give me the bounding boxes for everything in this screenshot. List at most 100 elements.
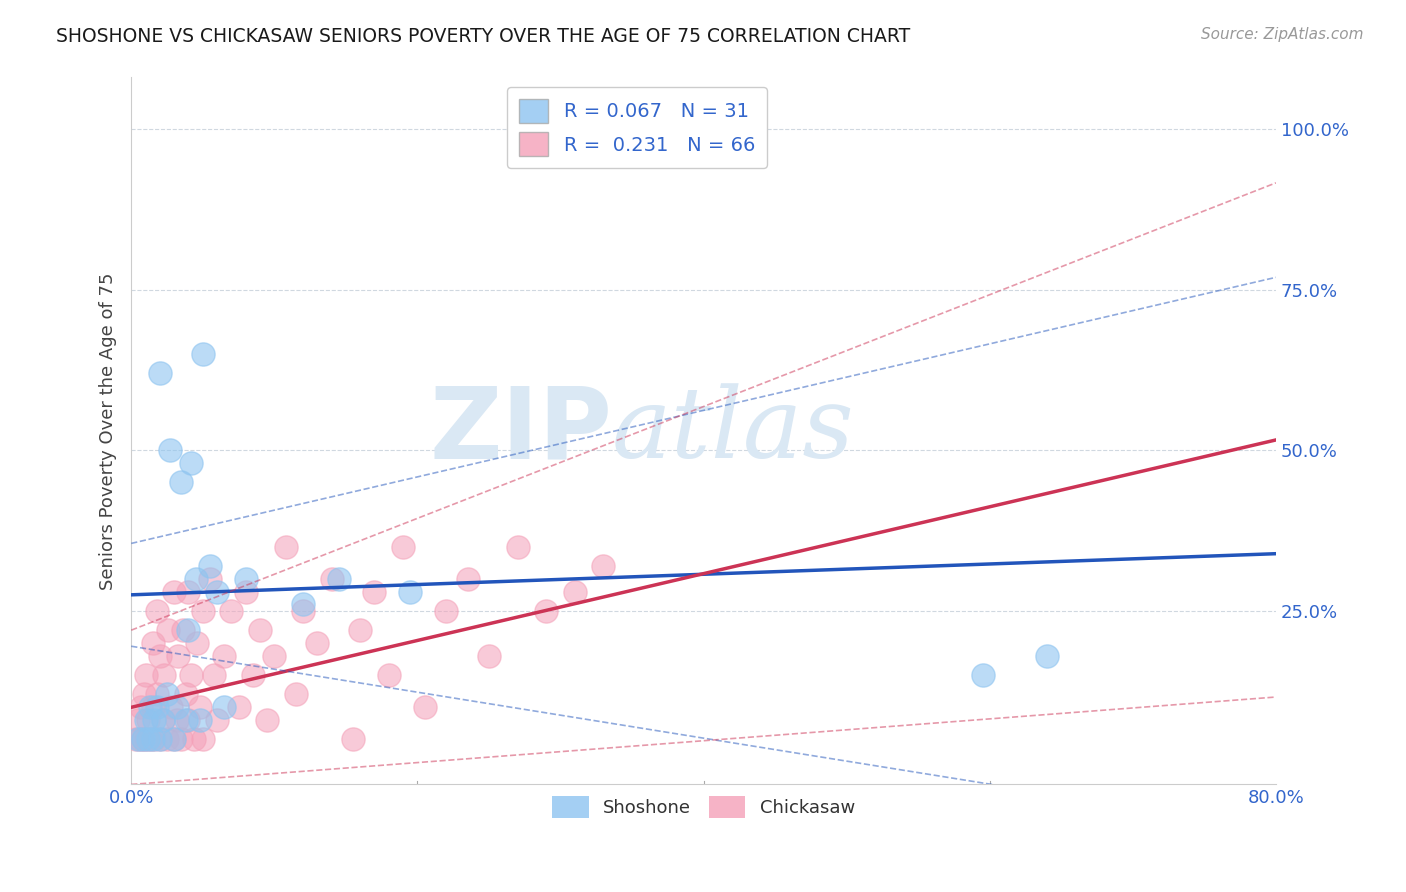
- Point: [170, 732, 193, 747]
- Point: [291, 604, 314, 618]
- Point: [284, 688, 307, 702]
- Point: [392, 540, 415, 554]
- Point: [188, 713, 211, 727]
- Legend: Shoshone, Chickasaw: Shoshone, Chickasaw: [546, 789, 862, 825]
- Point: [191, 604, 214, 618]
- Point: [263, 648, 285, 663]
- Point: [177, 584, 200, 599]
- Point: [167, 648, 190, 663]
- Point: [124, 732, 146, 747]
- Point: [972, 668, 994, 682]
- Point: [142, 636, 165, 650]
- Point: [242, 668, 264, 682]
- Point: [138, 732, 160, 747]
- Point: [328, 572, 350, 586]
- Point: [228, 700, 250, 714]
- Point: [143, 713, 166, 727]
- Point: [153, 668, 176, 682]
- Point: [166, 700, 188, 714]
- Point: [135, 732, 157, 747]
- Point: [349, 623, 371, 637]
- Point: [212, 648, 235, 663]
- Point: [157, 623, 180, 637]
- Point: [274, 540, 297, 554]
- Text: Source: ZipAtlas.com: Source: ZipAtlas.com: [1201, 27, 1364, 42]
- Point: [205, 713, 228, 727]
- Point: [363, 584, 385, 599]
- Point: [146, 604, 169, 618]
- Point: [149, 732, 172, 747]
- Point: [149, 732, 172, 747]
- Point: [131, 732, 153, 747]
- Point: [160, 700, 183, 714]
- Point: [180, 456, 202, 470]
- Point: [235, 572, 257, 586]
- Point: [149, 648, 172, 663]
- Point: [128, 732, 150, 747]
- Point: [413, 700, 436, 714]
- Point: [166, 713, 188, 727]
- Point: [198, 558, 221, 573]
- Point: [399, 584, 422, 599]
- Point: [127, 713, 149, 727]
- Point: [156, 688, 179, 702]
- Point: [146, 700, 169, 714]
- Point: [174, 688, 197, 702]
- Point: [177, 623, 200, 637]
- Point: [564, 584, 586, 599]
- Point: [506, 540, 529, 554]
- Point: [1036, 648, 1059, 663]
- Point: [163, 732, 186, 747]
- Point: [478, 648, 501, 663]
- Point: [221, 604, 243, 618]
- Point: [212, 700, 235, 714]
- Point: [191, 347, 214, 361]
- Point: [457, 572, 479, 586]
- Point: [249, 623, 271, 637]
- Point: [534, 604, 557, 618]
- Point: [342, 732, 364, 747]
- Point: [184, 572, 207, 586]
- Point: [191, 732, 214, 747]
- Point: [163, 584, 186, 599]
- Point: [138, 713, 160, 727]
- Point: [202, 668, 225, 682]
- Point: [177, 713, 200, 727]
- Point: [142, 732, 165, 747]
- Point: [139, 732, 162, 747]
- Point: [186, 636, 208, 650]
- Point: [129, 700, 152, 714]
- Point: [143, 732, 166, 747]
- Point: [235, 584, 257, 599]
- Point: [127, 732, 149, 747]
- Point: [149, 366, 172, 380]
- Point: [188, 700, 211, 714]
- Point: [135, 668, 157, 682]
- Text: atlas: atlas: [612, 384, 855, 479]
- Point: [163, 732, 186, 747]
- Point: [156, 732, 179, 747]
- Point: [146, 688, 169, 702]
- Point: [291, 598, 314, 612]
- Point: [256, 713, 278, 727]
- Point: [131, 732, 153, 747]
- Point: [205, 584, 228, 599]
- Point: [139, 700, 162, 714]
- Point: [378, 668, 401, 682]
- Text: SHOSHONE VS CHICKASAW SENIORS POVERTY OVER THE AGE OF 75 CORRELATION CHART: SHOSHONE VS CHICKASAW SENIORS POVERTY OV…: [56, 27, 911, 45]
- Point: [321, 572, 343, 586]
- Point: [152, 713, 174, 727]
- Point: [142, 700, 165, 714]
- Point: [152, 713, 174, 727]
- Point: [198, 572, 221, 586]
- Point: [180, 668, 202, 682]
- Point: [134, 688, 156, 702]
- Point: [135, 713, 157, 727]
- Point: [307, 636, 329, 650]
- Y-axis label: Seniors Poverty Over the Age of 75: Seniors Poverty Over the Age of 75: [100, 272, 117, 590]
- Point: [174, 713, 197, 727]
- Point: [159, 443, 181, 458]
- Point: [170, 475, 193, 490]
- Point: [172, 623, 194, 637]
- Point: [592, 558, 614, 573]
